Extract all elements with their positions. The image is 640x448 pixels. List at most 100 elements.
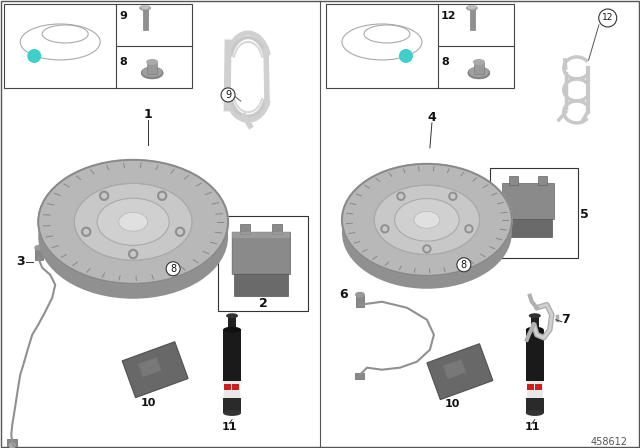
Bar xyxy=(474,62,484,74)
Polygon shape xyxy=(427,344,493,400)
Bar xyxy=(355,373,364,379)
Bar xyxy=(527,383,534,391)
Ellipse shape xyxy=(468,67,490,79)
Bar xyxy=(224,383,231,391)
Ellipse shape xyxy=(526,410,544,416)
Ellipse shape xyxy=(35,245,44,251)
Bar xyxy=(228,316,236,330)
Ellipse shape xyxy=(38,160,228,284)
Circle shape xyxy=(382,226,388,232)
Bar xyxy=(240,224,250,234)
Bar xyxy=(509,176,518,185)
Bar xyxy=(531,316,539,330)
Circle shape xyxy=(424,246,429,252)
Circle shape xyxy=(28,49,41,63)
Text: 8: 8 xyxy=(170,264,176,274)
Text: 7: 7 xyxy=(561,313,570,326)
Circle shape xyxy=(422,244,431,254)
Text: 8: 8 xyxy=(441,57,449,67)
Text: 8: 8 xyxy=(461,260,467,270)
Ellipse shape xyxy=(141,5,150,9)
Ellipse shape xyxy=(526,327,544,333)
Ellipse shape xyxy=(140,5,150,10)
Ellipse shape xyxy=(374,185,479,254)
Bar xyxy=(535,383,542,391)
Circle shape xyxy=(130,251,136,257)
Bar xyxy=(526,398,544,413)
Bar xyxy=(526,330,544,381)
Circle shape xyxy=(83,229,89,235)
Circle shape xyxy=(221,88,235,102)
Circle shape xyxy=(101,193,107,199)
Text: 3: 3 xyxy=(16,255,24,268)
Text: 11: 11 xyxy=(222,422,237,431)
Ellipse shape xyxy=(119,212,148,231)
Bar xyxy=(4,4,192,88)
Bar xyxy=(218,216,308,311)
Ellipse shape xyxy=(97,198,169,246)
Circle shape xyxy=(380,224,390,233)
Ellipse shape xyxy=(146,59,158,65)
Bar xyxy=(527,381,543,398)
Ellipse shape xyxy=(226,313,238,318)
Circle shape xyxy=(9,442,16,448)
Circle shape xyxy=(396,192,406,201)
Circle shape xyxy=(464,224,474,233)
Ellipse shape xyxy=(467,5,477,10)
Polygon shape xyxy=(138,357,161,377)
Ellipse shape xyxy=(473,59,485,65)
Circle shape xyxy=(398,194,404,199)
Text: 9: 9 xyxy=(119,11,127,21)
Bar xyxy=(143,8,148,30)
Bar xyxy=(147,62,157,74)
Bar xyxy=(232,383,239,391)
Text: 12: 12 xyxy=(441,11,456,21)
Text: 10: 10 xyxy=(444,399,460,409)
Bar xyxy=(223,398,241,413)
Polygon shape xyxy=(122,342,188,398)
Circle shape xyxy=(448,192,458,201)
Circle shape xyxy=(175,227,186,237)
Ellipse shape xyxy=(395,198,459,241)
Text: 6: 6 xyxy=(340,288,348,301)
Bar xyxy=(504,219,552,237)
Ellipse shape xyxy=(223,327,241,333)
Ellipse shape xyxy=(141,67,163,79)
Text: 1: 1 xyxy=(144,108,152,121)
Bar xyxy=(490,168,578,258)
Ellipse shape xyxy=(38,175,228,299)
Ellipse shape xyxy=(142,67,162,77)
Ellipse shape xyxy=(223,410,241,416)
Ellipse shape xyxy=(467,5,476,9)
Bar xyxy=(470,8,475,30)
Ellipse shape xyxy=(74,183,192,260)
Bar xyxy=(356,295,364,307)
Text: 9: 9 xyxy=(225,90,231,100)
Bar xyxy=(232,232,290,274)
Text: 458612: 458612 xyxy=(591,437,628,447)
Bar xyxy=(272,224,282,234)
Circle shape xyxy=(159,193,165,199)
Ellipse shape xyxy=(355,292,365,298)
Text: 2: 2 xyxy=(259,297,268,310)
Text: 4: 4 xyxy=(428,112,436,125)
Text: 10: 10 xyxy=(140,398,156,408)
Text: 12: 12 xyxy=(602,13,614,22)
Circle shape xyxy=(157,190,168,201)
Bar xyxy=(234,274,288,296)
Ellipse shape xyxy=(342,177,512,289)
Ellipse shape xyxy=(414,211,440,228)
Circle shape xyxy=(177,229,183,235)
Bar xyxy=(502,183,554,219)
Bar xyxy=(538,176,547,185)
Bar xyxy=(35,248,44,260)
Bar xyxy=(223,330,241,381)
Ellipse shape xyxy=(342,164,512,276)
Bar xyxy=(232,232,290,238)
Circle shape xyxy=(166,262,180,276)
Text: 8: 8 xyxy=(119,57,127,67)
Circle shape xyxy=(450,194,456,199)
Ellipse shape xyxy=(469,67,489,77)
Polygon shape xyxy=(443,359,466,379)
Bar xyxy=(232,232,290,274)
